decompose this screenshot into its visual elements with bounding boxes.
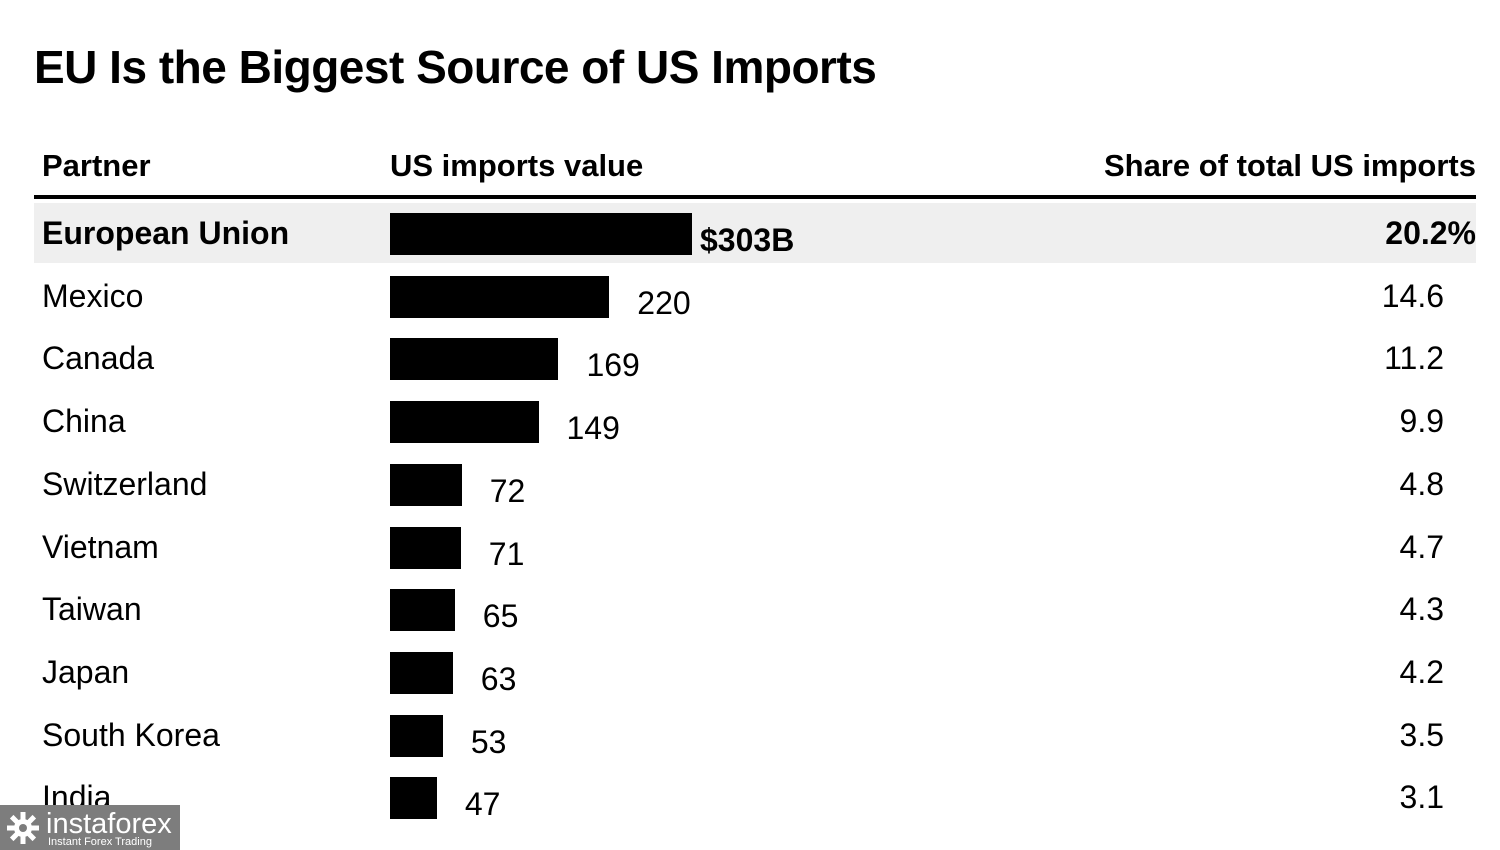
column-header-share: Share of total US imports <box>1103 148 1476 183</box>
share-label: 3.1 <box>1399 779 1444 816</box>
partner-label: Mexico <box>42 277 144 314</box>
share-label: 11.2 <box>1384 340 1444 377</box>
bar <box>390 589 455 632</box>
watermark-brand: instaforex <box>46 808 172 840</box>
value-label: 47 <box>464 786 501 823</box>
table-row: China 149 9.9 <box>34 391 1476 451</box>
bar <box>390 777 437 820</box>
table-row: India 47 3.1 <box>34 767 1476 827</box>
value-label: 220 <box>637 284 691 321</box>
partner-label: Vietnam <box>42 528 159 565</box>
table-row: Mexico 220 14.6 <box>34 266 1476 326</box>
value-label: 53 <box>470 723 507 760</box>
value-label: 149 <box>566 410 620 447</box>
share-label: 14.6 <box>1381 277 1444 314</box>
bar <box>390 463 462 506</box>
table-row: Canada 169 11.2 <box>34 328 1476 388</box>
partner-label: China <box>42 403 126 440</box>
bar <box>390 275 610 318</box>
value-label: 169 <box>586 347 640 384</box>
share-label: 3.5 <box>1399 716 1444 753</box>
bar <box>390 651 453 694</box>
share-label: 4.2 <box>1399 653 1444 690</box>
value-label: 63 <box>480 660 517 697</box>
share-label: 4.7 <box>1399 528 1444 565</box>
column-header-partner: Partner <box>42 148 151 183</box>
value-label: 65 <box>482 598 519 635</box>
value-label: 72 <box>489 472 526 509</box>
table-row: South Korea 53 3.5 <box>34 705 1476 765</box>
table-row: European Union $303B 20.2% <box>34 203 1476 263</box>
partner-label: Switzerland <box>42 465 208 502</box>
partner-label: Taiwan <box>42 591 142 628</box>
value-label: $303B <box>700 222 795 258</box>
value-label: 71 <box>488 535 525 572</box>
bar <box>390 714 443 757</box>
table-row: Taiwan 65 4.3 <box>34 579 1476 639</box>
chart-title: EU Is the Biggest Source of US Imports <box>34 41 877 93</box>
partner-label: South Korea <box>42 716 220 753</box>
header-rule <box>34 195 1476 199</box>
watermark-tagline: Instant Forex Trading <box>48 836 152 848</box>
column-header-value: US imports value <box>390 148 644 183</box>
watermark-logo: instaforex Instant Forex Trading <box>0 805 180 850</box>
bar <box>390 338 559 381</box>
bar <box>390 213 692 255</box>
table-row: Vietnam 71 4.7 <box>34 517 1476 577</box>
gear-icon <box>7 812 39 844</box>
bar <box>390 401 539 444</box>
partner-label: Canada <box>42 340 155 377</box>
share-label: 4.3 <box>1399 591 1444 628</box>
bar <box>390 526 461 569</box>
share-label: 20.2% <box>1385 215 1476 251</box>
share-label: 4.8 <box>1399 465 1444 502</box>
table-row: Japan 63 4.2 <box>34 642 1476 702</box>
partner-label: European Union <box>42 215 290 251</box>
table-row: Switzerland 72 4.8 <box>34 454 1476 514</box>
share-label: 9.9 <box>1399 403 1444 440</box>
partner-label: Japan <box>42 653 130 690</box>
